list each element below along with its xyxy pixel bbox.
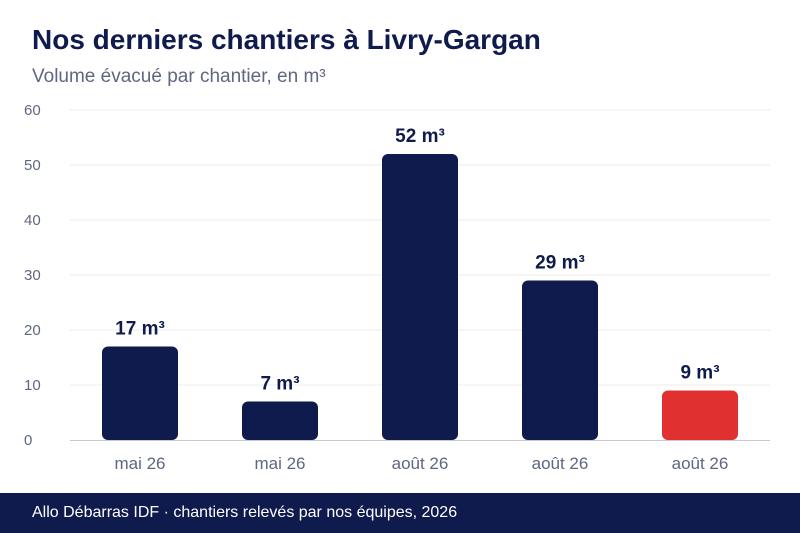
bars — [102, 154, 738, 440]
footer-bar: Allo Débarras IDF · chantiers relevés pa… — [0, 493, 800, 533]
bar-data-label: 7 m³ — [260, 374, 299, 395]
y-axis-ticks: 0 10 20 30 40 50 60 — [24, 102, 41, 449]
y-tick-label: 0 — [24, 432, 32, 449]
y-tick-label: 30 — [24, 267, 41, 284]
y-tick-label: 10 — [24, 377, 41, 394]
x-axis-ticks: mai 26 mai 26 août 26 août 26 août 26 — [114, 454, 728, 473]
bar — [102, 346, 178, 440]
bar — [382, 154, 458, 440]
chart-subtitle: Volume évacué par chantier, en m³ — [32, 66, 326, 87]
bar-data-label: 17 m³ — [115, 319, 165, 340]
y-tick-label: 60 — [24, 102, 41, 119]
x-tick-label: août 26 — [672, 454, 729, 473]
bar-data-label: 29 m³ — [535, 253, 585, 274]
x-tick-label: mai 26 — [114, 454, 165, 473]
chart-title: Nos derniers chantiers à Livry-Gargan — [32, 24, 541, 55]
bar — [242, 401, 318, 440]
footer-source: Allo Débarras IDF · chantiers relevés pa… — [32, 504, 458, 521]
y-tick-label: 40 — [24, 212, 41, 229]
data-labels: 17 m³ 7 m³ 52 m³ 29 m³ 9 m³ — [115, 126, 719, 395]
y-tick-label: 50 — [24, 157, 41, 174]
x-tick-label: août 26 — [392, 454, 449, 473]
bar-data-label: 52 m³ — [395, 126, 445, 147]
x-tick-label: mai 26 — [254, 454, 305, 473]
bar — [662, 390, 738, 440]
bar — [522, 280, 598, 440]
x-tick-label: août 26 — [532, 454, 589, 473]
bar-data-label: 9 m³ — [680, 363, 719, 384]
y-tick-label: 20 — [24, 322, 41, 339]
bar-chart: 0 10 20 30 40 50 60 17 m³ 7 m³ 52 m³ 29 m³ 9 m³ ma… — [24, 102, 770, 473]
